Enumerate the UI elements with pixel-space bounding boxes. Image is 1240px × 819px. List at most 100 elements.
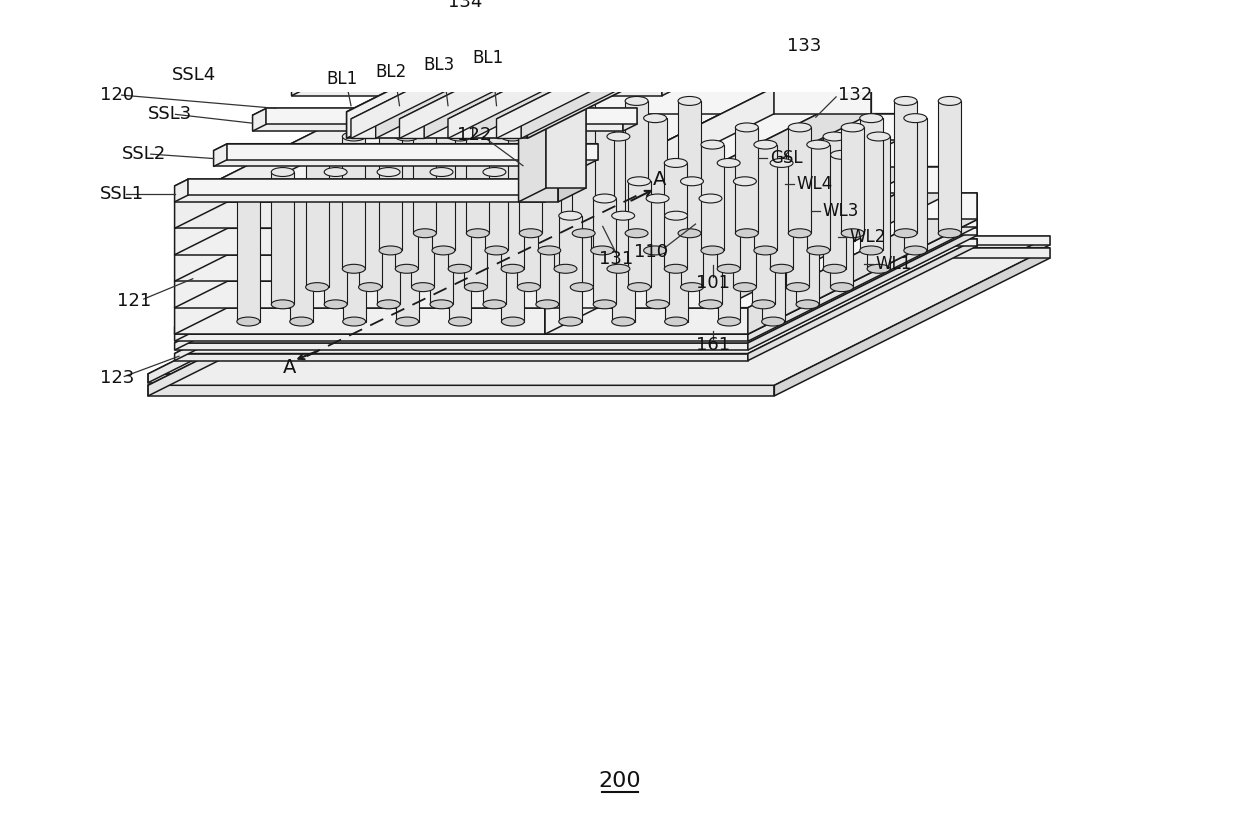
- Polygon shape: [536, 172, 559, 305]
- Ellipse shape: [520, 229, 542, 238]
- Polygon shape: [396, 137, 418, 269]
- Ellipse shape: [290, 317, 312, 326]
- Ellipse shape: [358, 283, 382, 292]
- Polygon shape: [291, 73, 676, 80]
- Ellipse shape: [606, 265, 630, 274]
- Polygon shape: [748, 229, 977, 350]
- Polygon shape: [148, 385, 774, 396]
- Text: 101: 101: [697, 274, 730, 292]
- Polygon shape: [496, 4, 750, 119]
- Ellipse shape: [823, 265, 846, 274]
- Polygon shape: [754, 145, 776, 251]
- Polygon shape: [148, 373, 774, 382]
- Ellipse shape: [412, 283, 434, 292]
- Polygon shape: [399, 4, 653, 119]
- Polygon shape: [722, 166, 951, 308]
- Polygon shape: [662, 73, 676, 96]
- Polygon shape: [432, 118, 455, 251]
- Ellipse shape: [538, 246, 560, 255]
- Polygon shape: [175, 212, 404, 334]
- Polygon shape: [396, 189, 419, 322]
- Polygon shape: [501, 189, 525, 322]
- Polygon shape: [358, 155, 382, 287]
- Ellipse shape: [538, 114, 560, 123]
- Ellipse shape: [867, 265, 890, 274]
- Ellipse shape: [807, 246, 830, 255]
- Polygon shape: [681, 181, 703, 287]
- Ellipse shape: [485, 246, 508, 255]
- Polygon shape: [527, 0, 756, 138]
- Polygon shape: [423, 247, 1049, 258]
- Polygon shape: [786, 155, 810, 287]
- Ellipse shape: [627, 177, 651, 186]
- Text: SSL3: SSL3: [148, 106, 192, 124]
- Polygon shape: [546, 193, 977, 308]
- Polygon shape: [546, 193, 774, 334]
- Polygon shape: [546, 114, 898, 229]
- Ellipse shape: [796, 300, 818, 309]
- Ellipse shape: [466, 229, 490, 238]
- Polygon shape: [546, 140, 774, 281]
- Ellipse shape: [536, 300, 559, 309]
- Ellipse shape: [396, 317, 419, 326]
- Ellipse shape: [894, 97, 918, 106]
- Polygon shape: [518, 105, 546, 201]
- Ellipse shape: [590, 246, 614, 255]
- Polygon shape: [253, 108, 637, 115]
- Text: WL2: WL2: [849, 229, 885, 247]
- Polygon shape: [449, 189, 471, 322]
- Ellipse shape: [379, 246, 402, 255]
- Ellipse shape: [751, 168, 775, 177]
- Polygon shape: [404, 219, 977, 227]
- Polygon shape: [807, 145, 830, 251]
- Ellipse shape: [342, 185, 366, 194]
- Polygon shape: [305, 73, 676, 88]
- Ellipse shape: [432, 114, 455, 123]
- Ellipse shape: [449, 317, 471, 326]
- Polygon shape: [554, 137, 577, 269]
- Text: BL3: BL3: [424, 57, 455, 75]
- Polygon shape: [546, 87, 872, 201]
- Polygon shape: [377, 172, 401, 305]
- Polygon shape: [175, 166, 774, 281]
- Polygon shape: [627, 181, 651, 287]
- Ellipse shape: [501, 132, 525, 141]
- Polygon shape: [424, 4, 653, 138]
- Polygon shape: [546, 201, 642, 229]
- Ellipse shape: [482, 168, 506, 177]
- Ellipse shape: [449, 185, 471, 194]
- Text: 123: 123: [99, 369, 134, 387]
- Polygon shape: [774, 140, 924, 166]
- Polygon shape: [546, 114, 774, 255]
- Polygon shape: [213, 143, 598, 151]
- Polygon shape: [175, 193, 404, 334]
- Ellipse shape: [572, 229, 595, 238]
- Ellipse shape: [611, 211, 635, 220]
- Polygon shape: [867, 137, 890, 269]
- Ellipse shape: [665, 159, 687, 167]
- Ellipse shape: [735, 123, 759, 132]
- Polygon shape: [485, 118, 508, 251]
- Polygon shape: [148, 236, 423, 382]
- Ellipse shape: [665, 317, 687, 326]
- Ellipse shape: [448, 132, 471, 141]
- Polygon shape: [584, 143, 598, 166]
- Polygon shape: [761, 189, 785, 322]
- Ellipse shape: [465, 151, 487, 160]
- Polygon shape: [290, 189, 312, 322]
- Polygon shape: [472, 4, 702, 138]
- Text: A: A: [653, 170, 666, 189]
- Ellipse shape: [324, 300, 347, 309]
- Polygon shape: [546, 166, 951, 281]
- Polygon shape: [570, 155, 593, 287]
- Polygon shape: [342, 189, 366, 322]
- Polygon shape: [590, 118, 614, 251]
- Polygon shape: [448, 4, 702, 119]
- Polygon shape: [291, 80, 662, 96]
- Polygon shape: [175, 229, 404, 350]
- Polygon shape: [678, 101, 701, 233]
- Polygon shape: [466, 101, 490, 233]
- Ellipse shape: [939, 229, 961, 238]
- Polygon shape: [546, 179, 559, 201]
- Polygon shape: [175, 255, 546, 281]
